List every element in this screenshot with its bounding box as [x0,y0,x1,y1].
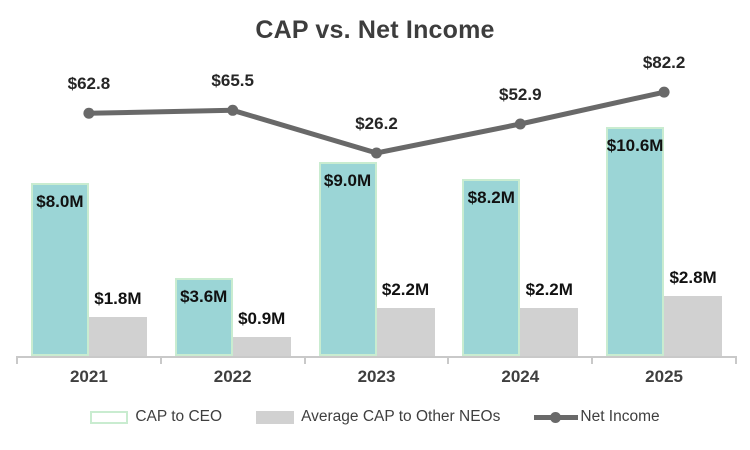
x-axis-tick [591,356,594,364]
legend-label-net-income: Net Income [580,408,660,425]
chart-title: CAP vs. Net Income [255,16,495,44]
legend-item-net-income: Net Income [534,408,660,426]
cap-to-ceo-swatch-icon [90,410,129,424]
net-income-point-label: $52.9 [499,84,542,104]
legend-item-cap-to-ceo: CAP to CEO [90,408,222,426]
bar-avg-cap-other-neos [232,336,291,356]
bar-avg-cap-other-neos [88,317,147,356]
x-axis-label: 2024 [501,367,540,386]
x-axis [17,356,736,358]
legend-label-cap-to-ceo: CAP to CEO [135,408,223,425]
bar-label-avg-cap-other-neos: $0.9M [238,308,286,328]
x-axis-label: 2023 [357,367,396,386]
net-income-marker-icon [514,118,526,130]
bar-label-avg-cap-other-neos: $2.2M [525,280,573,300]
x-axis-tick [16,356,18,364]
net-income-marker-icon [658,86,670,98]
bar-avg-cap-other-neos [664,295,723,356]
bar-cap-to-ceo [606,127,665,356]
bar-cap-to-ceo [30,183,89,356]
net-income-marker-icon [227,104,239,116]
x-axis-label: 2021 [69,367,108,386]
x-axis-tick [447,356,450,364]
x-axis-tick [159,356,162,364]
net-income-point-label: $65.5 [211,71,254,91]
bar-cap-to-ceo [174,278,233,356]
bar-label-cap-to-ceo: $8.0M [36,192,84,212]
net-income-point-label: $26.2 [355,114,398,134]
bar-avg-cap-other-neos [376,308,435,356]
bar-label-cap-to-ceo: $3.6M [180,287,228,307]
bar-cap-to-ceo [462,178,521,356]
x-axis-tick [303,356,306,364]
net-income-marker-icon [83,107,95,119]
legend: CAP to CEO Average CAP to Other NEOs Net… [0,403,750,431]
net-income-line-marker-icon [534,411,579,424]
bar-label-cap-to-ceo: $8.2M [467,187,515,207]
net-income-point-label: $82.2 [642,53,686,73]
x-axis-tick [735,356,737,364]
bar-label-avg-cap-other-neos: $1.8M [94,289,142,309]
legend-item-avg-cap-other-neos: Average CAP to Other NEOs [256,408,500,426]
net-income-point-label: $62.8 [67,74,111,94]
x-axis-label: 2022 [213,367,252,386]
bar-cap-to-ceo [318,161,377,356]
bar-label-cap-to-ceo: $10.6M [606,136,664,156]
avg-cap-swatch-icon [256,410,295,424]
legend-label-avg-cap-other-neos: Average CAP to Other NEOs [301,408,501,425]
net-income-marker-icon [371,147,382,159]
bar-label-cap-to-ceo: $9.0M [323,170,372,190]
x-axis-label: 2025 [645,367,684,386]
bar-avg-cap-other-neos [520,308,579,356]
bar-label-avg-cap-other-neos: $2.8M [669,267,717,287]
bar-label-avg-cap-other-neos: $2.2M [381,280,430,300]
